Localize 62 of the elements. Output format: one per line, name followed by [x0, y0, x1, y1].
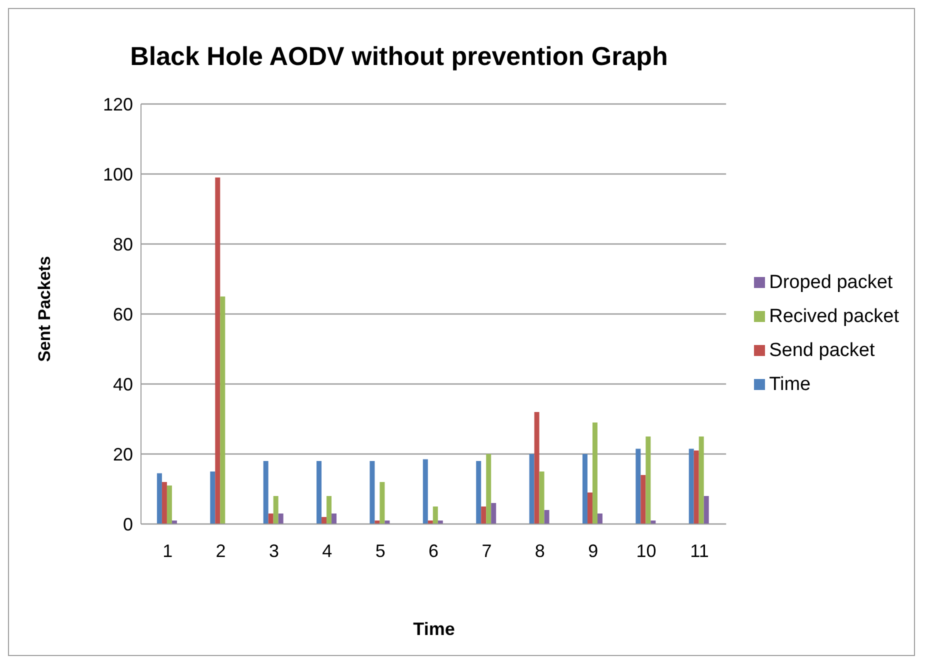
x-tick-label: 10: [636, 540, 656, 561]
bar: [688, 448, 694, 524]
bar: [422, 459, 428, 524]
y-tick-label: 40: [112, 374, 133, 394]
y-tick-label: 100: [102, 164, 133, 184]
bar: [326, 496, 332, 524]
x-tick-label: 4: [322, 540, 332, 561]
bar: [166, 486, 172, 524]
bar: [370, 461, 375, 524]
bar: [587, 492, 592, 524]
bar: [432, 506, 438, 524]
x-axis-title: Time: [412, 619, 456, 640]
bar: [539, 472, 544, 524]
y-tick-label: 80: [112, 234, 133, 254]
legend-label: Time: [769, 374, 811, 395]
y-tick-label: 0: [122, 514, 133, 534]
x-tick-label: 5: [375, 540, 386, 561]
bar: [268, 514, 274, 524]
bar: [220, 296, 226, 524]
bar: [156, 473, 162, 524]
bar: [592, 422, 598, 524]
bar: [215, 178, 220, 524]
x-tick-label: 6: [428, 540, 439, 561]
bar: [486, 454, 492, 524]
bar: [640, 475, 646, 524]
legend-label: Droped packet: [769, 272, 893, 293]
x-tick-label: 8: [534, 540, 545, 561]
bar: [544, 510, 550, 524]
bar: [698, 436, 704, 524]
bar: [597, 514, 602, 524]
x-tick-label: 11: [690, 540, 709, 561]
bar: [273, 496, 278, 524]
bar: [636, 448, 641, 524]
bar: [332, 514, 337, 524]
y-tick-label: 60: [112, 304, 133, 324]
legend-label: Send packet: [769, 340, 875, 361]
bar: [704, 496, 709, 524]
bar: [322, 517, 327, 524]
bar: [263, 461, 268, 524]
x-tick-label: 2: [216, 540, 226, 561]
bar: [529, 454, 534, 524]
bar: [646, 436, 651, 524]
x-tick-label: 7: [482, 540, 492, 561]
y-tick-label: 20: [112, 444, 133, 464]
bar: [582, 454, 588, 524]
bar: [534, 412, 540, 524]
bar: [316, 461, 322, 524]
chart-title: Black Hole AODV without prevention Graph: [129, 41, 669, 72]
bar: [210, 472, 216, 524]
bar: [380, 482, 385, 524]
y-tick-label: 120: [102, 94, 133, 114]
bar: [481, 506, 486, 524]
y-axis-title: Sent Packets: [35, 256, 55, 362]
bar: [476, 461, 482, 524]
bar: [162, 482, 167, 524]
bar: [694, 450, 699, 524]
bar: [278, 514, 284, 524]
x-tick-label: 1: [162, 540, 173, 561]
x-tick-label: 9: [588, 540, 598, 561]
x-tick-label: 3: [268, 540, 279, 561]
legend-label: Recived packet: [769, 306, 899, 327]
bar: [491, 503, 496, 524]
